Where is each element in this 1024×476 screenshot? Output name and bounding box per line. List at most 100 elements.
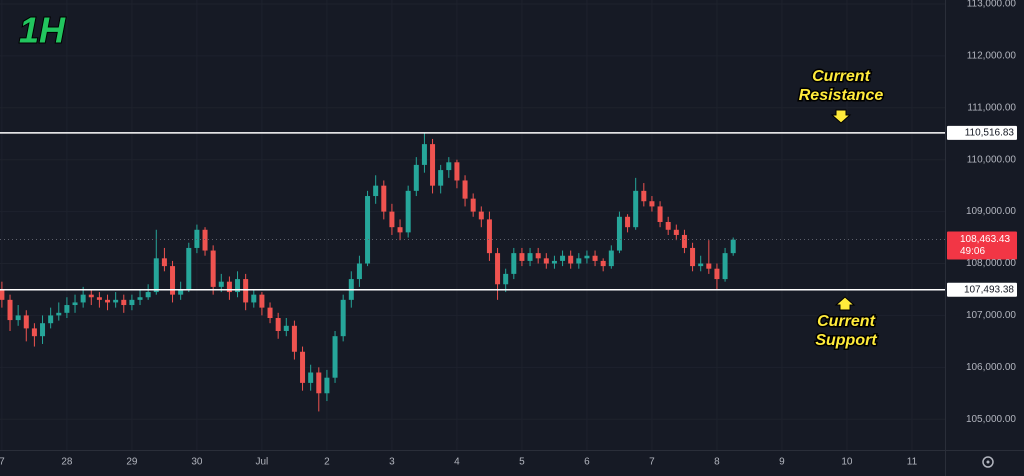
x-tick-label: Jul — [256, 457, 269, 468]
x-tick-label: 28 — [61, 457, 73, 468]
candle-body — [316, 372, 322, 394]
x-tick-label: 7 — [0, 457, 5, 468]
settings-icon-center[interactable] — [986, 460, 990, 464]
candle-body — [551, 260, 557, 264]
candle-body — [381, 185, 387, 212]
support-note: Support — [815, 332, 877, 349]
candle-body — [194, 229, 200, 248]
candle-body — [389, 211, 395, 228]
candles — [0, 132, 736, 412]
candle-body — [0, 289, 5, 300]
candle-body — [365, 196, 371, 264]
x-tick-label: 29 — [126, 457, 138, 468]
candle-body — [324, 377, 330, 394]
candle-body — [706, 263, 712, 269]
y-tick-label: 108,000.00 — [966, 258, 1016, 269]
candle-body — [430, 144, 436, 186]
candle-body — [478, 211, 484, 220]
candle-body — [88, 294, 94, 298]
candle-body — [543, 258, 549, 264]
candle-body — [121, 299, 127, 306]
candle-body — [153, 258, 159, 293]
support-note: Current — [817, 313, 875, 330]
candle-body — [178, 289, 184, 295]
x-tick-label: 4 — [454, 457, 460, 468]
candle-body — [584, 255, 590, 259]
candle-body — [23, 315, 29, 329]
candle-body — [56, 312, 62, 316]
candle-body — [519, 253, 525, 261]
x-tick-label: 2 — [324, 457, 330, 468]
settings-icon-ring[interactable] — [982, 456, 994, 468]
candle-body — [673, 229, 679, 235]
y-tick-label: 113,000.00 — [967, 0, 1017, 10]
candle-body — [405, 190, 411, 233]
last-price-label: 108,463.43 — [960, 234, 1010, 245]
y-tick-label: 112,000.00 — [967, 51, 1017, 62]
x-tick-label: 6 — [584, 457, 590, 468]
x-tick-label: 7 — [649, 457, 655, 468]
candle-body — [681, 234, 687, 248]
candle-body — [243, 279, 249, 303]
arrow-up — [834, 296, 856, 311]
candle-body — [421, 144, 427, 165]
y-tick-label: 105,000.00 — [966, 414, 1016, 425]
x-tick-label: 30 — [191, 457, 203, 468]
candle-body — [616, 216, 622, 251]
last-price-tag — [947, 231, 1017, 260]
candle-body — [96, 297, 102, 300]
candle-body — [356, 263, 362, 280]
candle-body — [186, 247, 192, 290]
candle-body — [568, 255, 574, 264]
candle-body — [210, 250, 216, 287]
candle-body — [690, 247, 696, 267]
candle-body — [714, 268, 720, 280]
candle-body — [31, 328, 37, 337]
candle-body — [218, 281, 224, 287]
settings-icon[interactable] — [982, 456, 994, 468]
candle-body — [145, 292, 151, 298]
candle-body — [308, 372, 314, 383]
candle-body — [373, 185, 379, 197]
candle-body — [413, 164, 419, 191]
candle-body — [633, 190, 639, 228]
candle-body — [665, 221, 671, 230]
x-tick-label: 10 — [841, 457, 853, 468]
candle-body — [641, 190, 647, 202]
level-tag — [947, 125, 1017, 140]
y-tick-label: 111,000.00 — [967, 102, 1016, 113]
level-tag-label: 110,516.83 — [965, 128, 1015, 139]
candle-body — [129, 299, 135, 306]
resistance-note: Resistance — [799, 87, 884, 104]
x-tick-label: 8 — [714, 457, 720, 468]
candle-body — [259, 294, 265, 308]
candle-body — [625, 216, 631, 228]
x-tick-label: 5 — [519, 457, 525, 468]
level-tag-label: 107,493.38 — [964, 284, 1014, 295]
candle-body — [40, 323, 46, 337]
candle-body — [592, 255, 598, 261]
candle-body — [503, 273, 509, 285]
x-tick-label: 9 — [779, 457, 785, 468]
arrow-down — [830, 109, 852, 124]
candle-body — [251, 294, 257, 303]
candle-body — [462, 180, 468, 199]
candle-body — [291, 325, 297, 352]
y-tick-label: 106,000.00 — [966, 362, 1016, 373]
candle-body — [600, 260, 606, 267]
candle-body — [438, 170, 444, 186]
timeframe-label: 1H — [19, 10, 66, 51]
candle-body — [105, 299, 111, 303]
candle-body — [48, 315, 54, 324]
candle-body — [527, 253, 533, 261]
level-tag — [947, 282, 1017, 297]
candle-body — [332, 336, 338, 378]
candle-body — [511, 253, 517, 274]
candle-body — [64, 305, 70, 313]
x-tick-label: 3 — [389, 457, 395, 468]
candle-body — [300, 351, 306, 383]
y-tick-label: 110,000.00 — [967, 154, 1017, 165]
